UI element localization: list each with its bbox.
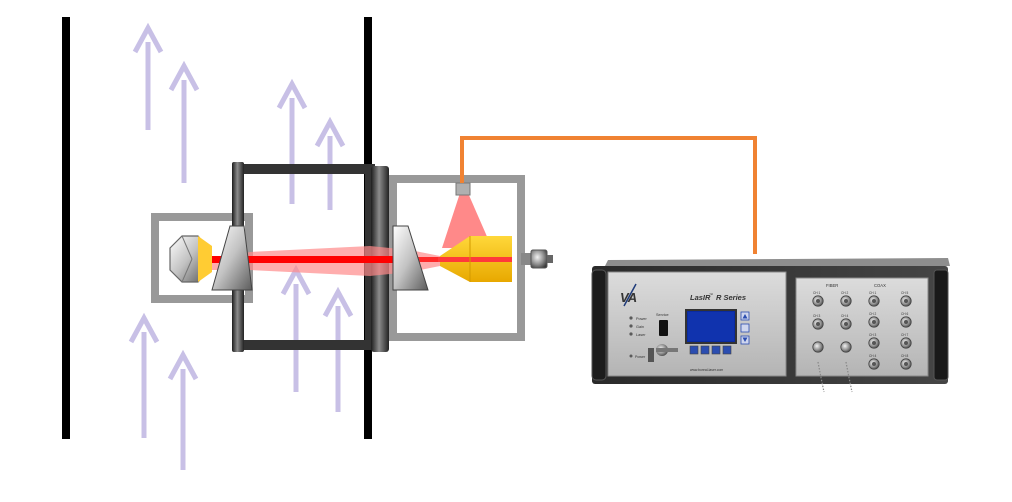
coax-channel-group: CH 1 CH 2 CH 3 CH 4 CH 5 CH 6 CH 7 CH 8 xyxy=(868,291,912,370)
channel-label: CH 2 xyxy=(841,291,848,295)
detector-icon xyxy=(438,236,512,282)
nav-buttons[interactable] xyxy=(740,311,750,345)
laser-source-cone xyxy=(442,193,492,248)
svg-text:Laser: Laser xyxy=(636,333,646,337)
model-mark: ™ xyxy=(709,292,713,297)
status-indicators: Power Gain Laser xyxy=(629,316,647,337)
model-series: R Series xyxy=(716,293,746,302)
svg-text:Power: Power xyxy=(636,317,647,321)
channel-label: CH 4 xyxy=(869,354,876,358)
window-prism-icon xyxy=(211,225,253,291)
lcd-display xyxy=(685,309,737,344)
dust-cap-chain xyxy=(817,361,825,393)
transceiver-prism-icon xyxy=(392,225,429,291)
flow-arrow-icon xyxy=(132,22,164,130)
channel-connector[interactable]: CH 4 xyxy=(840,314,852,330)
connector-icon xyxy=(521,249,553,269)
dust-cap-chain xyxy=(845,361,853,393)
laser-source xyxy=(455,182,471,196)
key-switch[interactable] xyxy=(648,344,678,362)
gas-flow-arrows xyxy=(128,22,354,470)
channel-label: CH 6 xyxy=(901,312,908,316)
channel-label: CH 1 xyxy=(813,291,820,295)
flow-arrow-icon xyxy=(276,78,308,204)
svg-text:Gain: Gain xyxy=(636,325,644,329)
fiber-dust-cap xyxy=(840,341,852,353)
fiber-label: FIBER xyxy=(826,283,838,288)
channel-connector[interactable]: CH 1 xyxy=(812,291,824,307)
channel-label: CH 3 xyxy=(869,333,876,337)
channel-connector[interactable]: CH 4 xyxy=(868,354,880,370)
channel-label: CH 8 xyxy=(901,354,908,358)
channel-connector[interactable]: CH 8 xyxy=(900,354,912,370)
channel-connector[interactable]: CH 1 xyxy=(868,291,880,307)
channel-label: CH 7 xyxy=(901,333,908,337)
duct-wall-left xyxy=(62,17,70,439)
channel-label: CH 3 xyxy=(813,314,820,318)
coax-label: COAX xyxy=(874,283,886,288)
analyzer-unit: VA LasIR ™ R Series Power Gain Laser Ser… xyxy=(591,258,950,393)
flow-arrow-icon xyxy=(168,60,200,183)
lcd-keypad[interactable] xyxy=(689,345,732,355)
front-port-label: Power xyxy=(635,355,646,359)
fiber-channel-group: CH 1 CH 2 CH 3 CH 4 xyxy=(812,291,852,353)
channel-connector[interactable]: CH 5 xyxy=(900,291,912,307)
brand-logo: VA xyxy=(620,283,637,307)
channel-connector[interactable]: CH 7 xyxy=(900,333,912,349)
channel-connector[interactable]: CH 3 xyxy=(868,333,880,349)
channel-label: CH 1 xyxy=(869,291,876,295)
website-text: www.boreal-laser.com xyxy=(690,368,723,372)
channel-label: CH 5 xyxy=(901,291,908,295)
service-switch[interactable] xyxy=(659,320,668,336)
channel-connector[interactable]: CH 6 xyxy=(900,312,912,328)
service-label: Service xyxy=(656,313,669,317)
flow-arrow-icon xyxy=(280,264,312,392)
flow-arrow-icon xyxy=(128,312,160,438)
channel-connector[interactable]: CH 2 xyxy=(840,291,852,307)
retroreflector-icon xyxy=(169,235,212,283)
channel-connector[interactable]: CH 3 xyxy=(812,314,824,330)
flow-arrow-icon xyxy=(322,286,354,412)
model-brand: LasIR xyxy=(690,293,711,302)
fiber-dust-cap xyxy=(812,341,824,353)
channel-label: CH 2 xyxy=(869,312,876,316)
flow-arrow-icon xyxy=(167,349,199,470)
channel-connector[interactable]: CH 2 xyxy=(868,312,880,328)
channel-label: CH 4 xyxy=(841,314,848,318)
signal-cable xyxy=(460,136,757,254)
